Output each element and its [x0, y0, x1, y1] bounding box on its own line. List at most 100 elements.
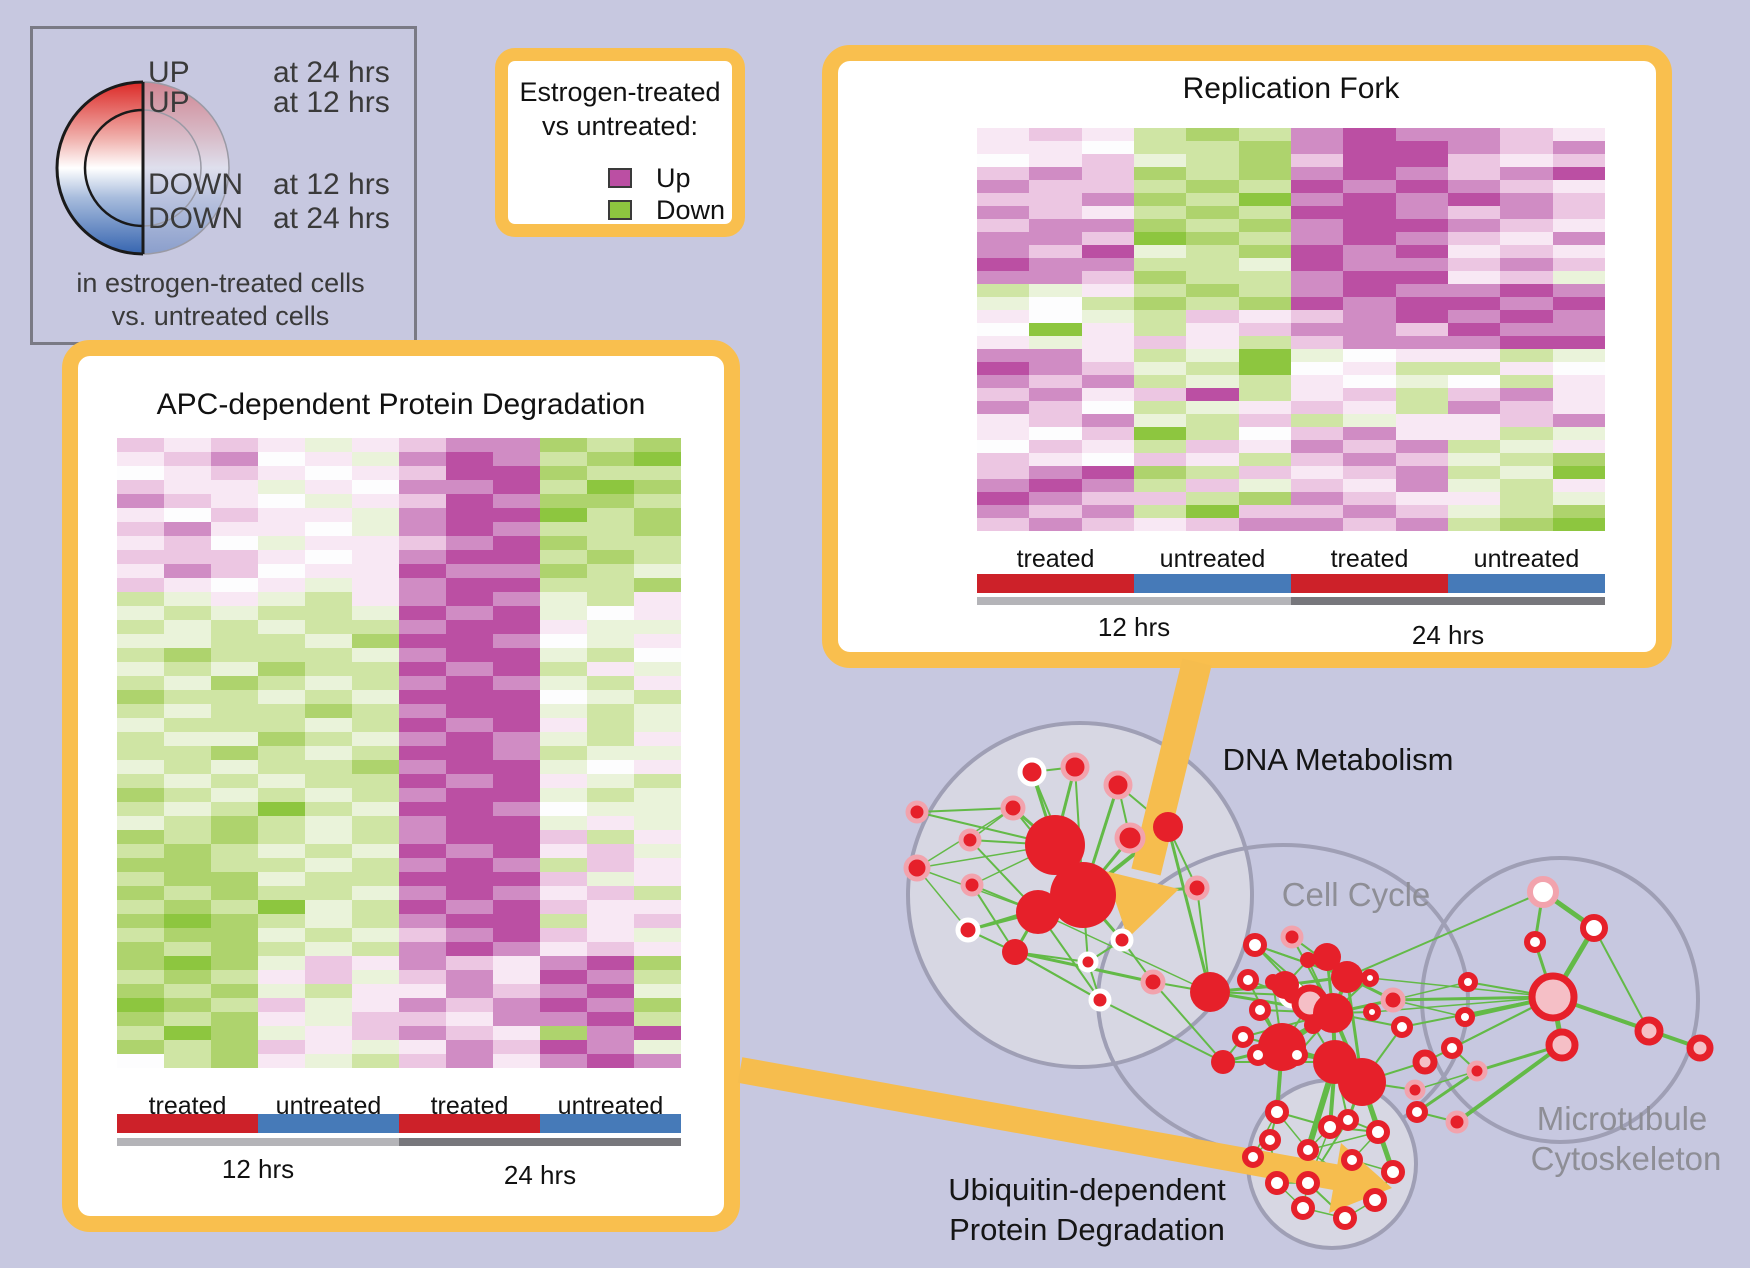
heatmap-cell	[1447, 375, 1501, 388]
heatmap-cell	[634, 1040, 681, 1054]
heatmap-cell	[446, 648, 493, 662]
heatmap-cell	[1081, 193, 1134, 206]
heatmap-cell	[1395, 362, 1448, 375]
heatmap-cell	[446, 886, 493, 900]
heatmap-cell	[1395, 323, 1448, 336]
heatmap-cell	[1029, 336, 1082, 349]
heatmap-cell	[587, 690, 634, 704]
heatmap-cell	[211, 816, 258, 830]
heatmap-cell	[164, 452, 211, 466]
heatmap-cell	[1238, 518, 1291, 531]
heatmap-cell	[164, 760, 211, 774]
heatmap-cell	[540, 466, 587, 480]
apc-treatment-bar	[117, 1114, 681, 1133]
network-edge	[1276, 1111, 1309, 1151]
heatmap-cell	[540, 690, 587, 704]
heatmap-cell	[634, 676, 681, 690]
heatmap-cell	[540, 1012, 587, 1026]
heatmap-cell	[399, 970, 446, 984]
heatmap-cell	[164, 816, 211, 830]
heatmap-cell	[1395, 271, 1448, 284]
heatmap-cell	[1447, 310, 1501, 323]
gene-node-ringwhite	[1381, 1160, 1405, 1184]
heatmap-cell	[977, 401, 1030, 414]
heatmap-cell	[211, 774, 258, 788]
heatmap-cell	[1343, 232, 1396, 245]
heatmap-cell	[352, 550, 399, 564]
down-12-dir: DOWN	[148, 168, 243, 201]
heatmap-cell	[258, 844, 305, 858]
heatmap-cell	[977, 245, 1030, 258]
heatmap-cell	[1029, 310, 1082, 323]
heatmap-cell	[1081, 505, 1134, 518]
heatmap-cell	[1081, 336, 1134, 349]
down-12-time: at 12 hrs	[273, 168, 390, 201]
heatmap-cell	[399, 956, 446, 970]
heatmap-cell	[634, 872, 681, 886]
gene-node-pink	[905, 800, 929, 824]
heatmap-cell	[211, 620, 258, 634]
heatmap-cell	[258, 802, 305, 816]
gene-node-solid	[1002, 939, 1028, 965]
untreated-bar	[540, 1114, 681, 1133]
heatmap-cell	[117, 690, 164, 704]
gene-node-solid	[1025, 815, 1085, 875]
heatmap-cell	[977, 479, 1030, 492]
heatmap-cell	[587, 984, 634, 998]
heatmap-cell	[977, 193, 1030, 206]
heatmap-cell	[977, 505, 1030, 518]
heatmap-cell	[1290, 284, 1344, 297]
heatmap-cell	[305, 872, 352, 886]
gene-node-ringwhite	[1318, 1115, 1342, 1139]
network-edge	[967, 910, 1039, 932]
heatmap-cell	[1447, 479, 1501, 492]
apc-panel: APC-dependent Protein Degradation treate…	[62, 340, 740, 1232]
gene-node-ringwhite	[1232, 1026, 1254, 1048]
heatmap-cell	[1395, 401, 1448, 414]
gene-node-pink	[960, 873, 984, 897]
network-edge	[1361, 1026, 1403, 1083]
heatmap-cell	[1133, 466, 1187, 479]
heatmap-cell	[493, 942, 540, 956]
network-edge	[1346, 1081, 1364, 1121]
heatmap-cell	[1186, 232, 1239, 245]
heatmap-cell	[211, 648, 258, 662]
heatmap-cell	[1395, 128, 1448, 141]
heatmap-cell	[634, 956, 681, 970]
heatmap-cell	[399, 844, 446, 858]
heatmap-cell	[540, 564, 587, 578]
heatmap-cell	[211, 1054, 258, 1068]
heatmap-cell	[1447, 440, 1501, 453]
network-edge	[1351, 1159, 1394, 1173]
network-edge	[1284, 959, 1309, 986]
gene-node-ringwhite	[1455, 1007, 1475, 1027]
heatmap-cell	[634, 704, 681, 718]
heatmap-cell	[1343, 154, 1396, 167]
heatmap-cell	[493, 620, 540, 634]
heatmap-cell	[1081, 297, 1134, 310]
heatmap-cell	[1447, 414, 1501, 427]
network-edge	[1291, 994, 1311, 1004]
heatmap-cell	[540, 802, 587, 816]
heatmap-cell	[305, 1026, 352, 1040]
network-edge	[1281, 1045, 1336, 1064]
network-edge	[1081, 837, 1132, 896]
heatmap-cell	[1552, 219, 1605, 232]
heatmap-cell	[258, 970, 305, 984]
heatmap-cell	[1552, 518, 1605, 531]
heatmap-cell	[587, 634, 634, 648]
network-edge	[1416, 1111, 1458, 1123]
heatmap-cell	[1343, 167, 1396, 180]
heatmap-cell	[399, 1026, 446, 1040]
ubiquitin-label-line2: Protein Degradation	[949, 1212, 1225, 1247]
heatmap-cell	[352, 592, 399, 606]
heatmap-cell	[352, 900, 399, 914]
heatmap-cell	[977, 284, 1030, 297]
heatmap-cell	[587, 676, 634, 690]
bottom-white-strip	[0, 1268, 1750, 1279]
heatmap-cell	[587, 550, 634, 564]
heatmap-cell	[1447, 193, 1501, 206]
cell-cycle-cluster	[1096, 843, 1470, 1157]
heatmap-cell	[305, 578, 352, 592]
heatmap-cell	[117, 578, 164, 592]
